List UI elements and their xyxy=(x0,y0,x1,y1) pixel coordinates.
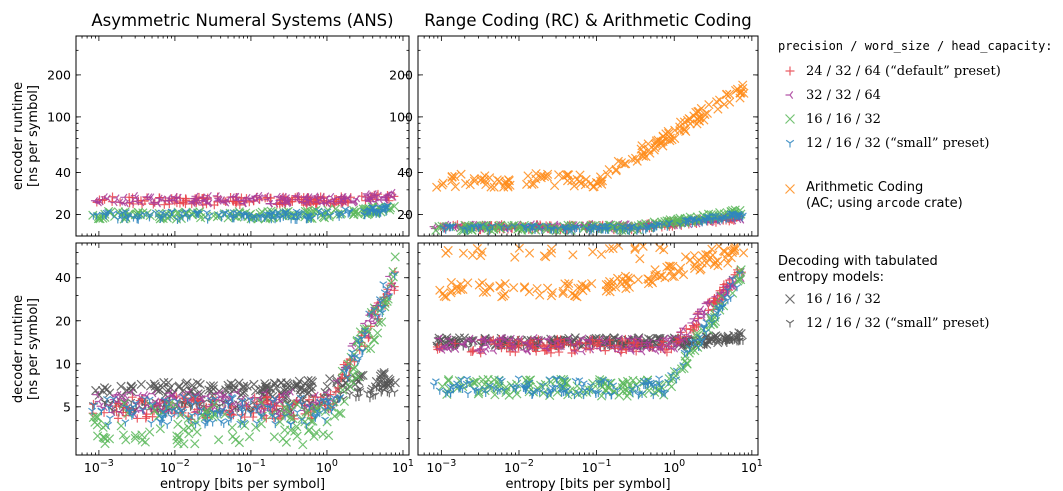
legend-entry-p16: 16 / 16 / 32 xyxy=(785,112,881,127)
legend-entry-default: 24 / 32 / 64 (“default” preset) xyxy=(785,64,1001,79)
legend-label: 32 / 32 / 64 xyxy=(806,88,881,103)
panel-1: 20 40 100 200 Asymmetric Numeral Systems (AN… xyxy=(11,11,410,237)
series-small xyxy=(439,210,747,235)
x-tick-label: 101 xyxy=(392,458,414,475)
y-tick-label: 10 xyxy=(55,356,71,371)
y-tick-label: 40 xyxy=(55,165,71,180)
x-tick-label: 100 xyxy=(663,458,685,475)
axes-frame xyxy=(417,35,759,237)
scatter-points xyxy=(88,252,400,450)
y-tick-label: 20 xyxy=(55,313,71,328)
y-tick-label: 40 xyxy=(397,165,413,180)
y-tick-label: 200 xyxy=(389,67,413,82)
legend-label: 12 / 16 / 32 (“small” preset) xyxy=(806,316,990,331)
y-axis-label: decoder runtime[ns per symbol] xyxy=(11,295,41,403)
series-small xyxy=(89,202,392,224)
legend-entry-t16: 16 / 16 / 32 xyxy=(785,292,881,307)
series-small xyxy=(429,270,744,400)
axes-frame xyxy=(75,35,410,237)
y-tick-label: 100 xyxy=(389,109,413,124)
legend-header: precision / word_size / head_capacity: xyxy=(778,39,1053,53)
y-tick-label: 20 xyxy=(397,207,413,222)
series-ac xyxy=(432,80,749,192)
panel-4: 10−3 10−2 10−1 100 101 entropy [bits per symb… xyxy=(417,242,763,491)
x-tick-label: 10−3 xyxy=(84,458,114,475)
x-tick-label: 10−1 xyxy=(582,458,612,475)
series-w32 xyxy=(90,188,397,208)
x-tick-label: 10−2 xyxy=(504,458,534,475)
legend-label: 16 / 16 / 32 xyxy=(806,292,881,307)
x-tick-label: 10−2 xyxy=(160,458,190,475)
axes-frame xyxy=(75,242,410,456)
legend-tab-header: Decoding with tabulated xyxy=(778,254,938,269)
legend-label: Arithmetic Coding xyxy=(806,180,923,195)
panel-title: Asymmetric Numeral Systems (ANS) xyxy=(91,11,393,30)
y-axis-label: encoder runtime[ns per symbol] xyxy=(11,82,41,190)
panel-3: 5 10 20 40 10−3 10−2 10−1 100 101 entropy [bits p… xyxy=(11,242,414,491)
series-t16 xyxy=(91,367,400,402)
y-tick-label: 100 xyxy=(47,109,71,124)
legend-label: 12 / 16 / 32 (“small” preset) xyxy=(806,136,990,151)
legend-entry-ac: Arithmetic Coding(AC; using arcode crate… xyxy=(785,180,963,211)
legend-label: 16 / 16 / 32 xyxy=(806,112,881,127)
legend-label: 24 / 32 / 64 (“default” preset) xyxy=(806,64,1001,79)
x-axis-label: entropy [bits per symbol] xyxy=(505,477,670,491)
series-ac xyxy=(435,243,749,302)
y-tick-label: 5 xyxy=(63,399,71,414)
panel-title: Range Coding (RC) & Arithmetic Coding xyxy=(424,11,752,30)
x-tick-label: 100 xyxy=(316,458,338,475)
y-tick-label: 40 xyxy=(55,270,71,285)
x-tick-label: 10−3 xyxy=(426,458,456,475)
x-tick-label: 10−1 xyxy=(236,458,266,475)
scatter-points xyxy=(429,243,749,401)
panel-2: 20 40 100 200 Range Coding (RC) & Arithmetic… xyxy=(389,11,759,237)
legend-entry-tsmall: 12 / 16 / 32 (“small” preset) xyxy=(785,316,990,331)
x-axis-label: entropy [bits per symbol] xyxy=(160,477,325,491)
y-tick-label: 200 xyxy=(47,67,71,82)
panels: 20 40 100 200 Asymmetric Numeral Systems (AN… xyxy=(11,11,763,491)
y-tick-label: 20 xyxy=(55,207,71,222)
axes-frame xyxy=(417,242,759,456)
scatter-points xyxy=(88,188,399,224)
series-p16 xyxy=(437,265,746,401)
legend-entry-w32: 32 / 32 / 64 xyxy=(785,88,881,103)
legend-entry-small: 12 / 16 / 32 (“small” preset) xyxy=(785,136,990,151)
scatter-points xyxy=(429,80,749,236)
x-tick-label: 101 xyxy=(741,458,763,475)
legend: precision / word_size / head_capacity: 24… xyxy=(778,39,1053,331)
legend-tab-header: entropy models: xyxy=(778,270,884,285)
legend-label: (AC; using arcode crate) xyxy=(806,196,963,211)
series-small xyxy=(88,271,399,430)
